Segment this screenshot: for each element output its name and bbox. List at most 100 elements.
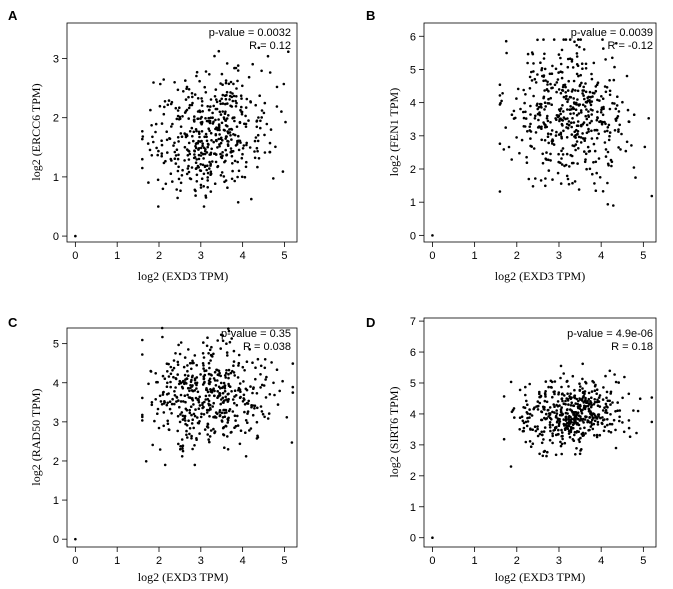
data-point — [161, 187, 165, 191]
data-point — [160, 326, 164, 330]
data-point — [256, 133, 260, 137]
data-point — [247, 399, 250, 403]
data-point — [542, 38, 545, 41]
data-point — [573, 433, 576, 437]
data-point — [544, 184, 547, 188]
data-point — [584, 396, 587, 400]
data-point — [534, 429, 538, 433]
data-point — [205, 139, 209, 143]
data-point — [575, 447, 578, 450]
data-point — [527, 177, 531, 181]
data-point — [179, 400, 183, 403]
data-point — [569, 408, 572, 411]
data-point — [202, 375, 205, 378]
data-point — [618, 415, 621, 419]
data-point — [563, 441, 567, 445]
data-point — [584, 62, 588, 66]
data-point — [573, 130, 576, 133]
data-point — [219, 381, 223, 385]
data-point — [529, 122, 532, 126]
data-point — [581, 362, 584, 366]
data-point — [543, 101, 547, 104]
data-point — [561, 85, 565, 89]
data-point — [199, 146, 203, 150]
data-point — [546, 83, 549, 86]
data-point — [550, 129, 554, 132]
data-point — [194, 194, 197, 197]
data-point — [201, 142, 204, 145]
data-point — [209, 131, 213, 135]
data-point — [576, 130, 580, 133]
data-point — [532, 70, 535, 73]
data-point — [212, 140, 215, 144]
data-point — [590, 403, 593, 407]
data-point — [609, 431, 613, 434]
data-point — [498, 142, 502, 145]
data-point — [617, 381, 620, 384]
data-point — [597, 396, 601, 399]
data-point — [176, 429, 179, 433]
data-point — [572, 404, 576, 408]
data-point — [566, 126, 570, 130]
data-point — [578, 452, 582, 456]
data-point — [573, 430, 577, 434]
data-point — [193, 354, 197, 357]
data-point — [547, 158, 550, 162]
data-point — [543, 392, 547, 395]
data-point — [557, 391, 561, 394]
data-point — [259, 373, 262, 376]
data-point — [217, 49, 221, 53]
data-point — [551, 432, 554, 435]
x-tick-label: 3 — [556, 555, 562, 567]
data-point — [173, 157, 177, 160]
data-point — [227, 368, 231, 372]
data-point — [179, 189, 182, 192]
data-point — [208, 403, 212, 407]
data-point — [616, 401, 619, 404]
data-point — [498, 190, 502, 193]
plot-frame — [66, 327, 298, 548]
data-point — [141, 413, 144, 417]
data-point — [190, 413, 193, 417]
data-point — [567, 182, 571, 186]
data-point — [166, 370, 169, 373]
data-point — [183, 145, 187, 149]
data-point — [192, 412, 196, 416]
data-point — [580, 81, 583, 85]
data-point — [208, 121, 212, 125]
data-point — [236, 414, 239, 418]
data-point — [573, 101, 576, 105]
data-point — [584, 114, 587, 118]
data-point — [203, 152, 207, 156]
data-point — [561, 392, 564, 396]
data-point — [273, 393, 276, 397]
data-point — [206, 422, 210, 426]
data-point — [613, 102, 616, 105]
data-point — [230, 430, 233, 434]
data-point — [528, 416, 531, 419]
data-point — [561, 399, 564, 403]
data-point — [581, 408, 584, 412]
data-point — [546, 135, 550, 138]
data-point — [541, 152, 544, 156]
data-point — [500, 99, 503, 103]
data-point — [582, 94, 585, 97]
data-point — [234, 419, 237, 422]
data-point — [179, 445, 182, 448]
data-point — [177, 118, 181, 121]
data-point — [231, 169, 234, 173]
data-point — [587, 110, 590, 113]
data-point — [243, 410, 246, 414]
data-point — [581, 67, 584, 70]
data-point — [173, 402, 176, 406]
data-point — [236, 376, 240, 379]
data-point — [579, 38, 582, 41]
data-point — [160, 139, 163, 142]
data-point — [212, 387, 215, 391]
data-point — [585, 123, 589, 127]
y-tick-label: 0 — [53, 231, 59, 243]
data-point — [618, 123, 621, 127]
data-point — [590, 72, 593, 76]
data-point — [568, 435, 572, 439]
data-point — [260, 69, 263, 73]
